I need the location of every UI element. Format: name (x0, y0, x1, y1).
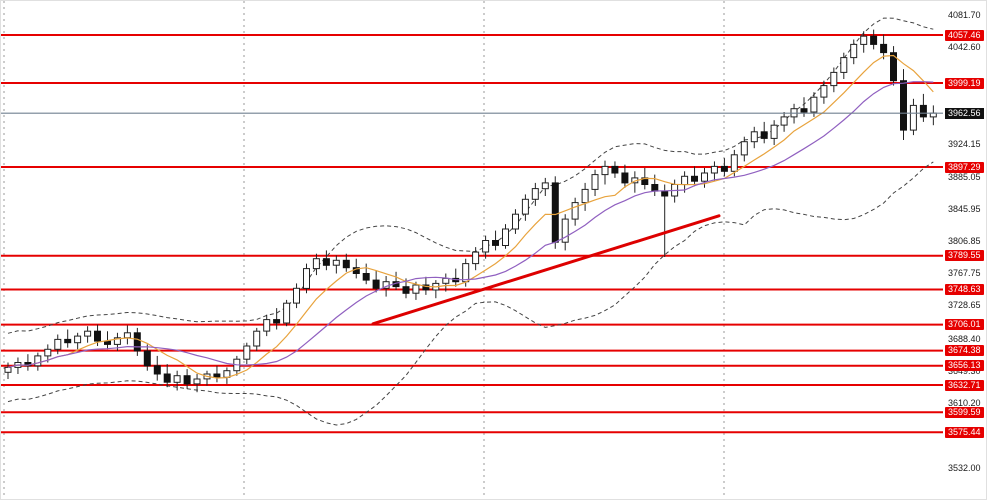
candle-body (850, 43, 858, 59)
candle-body (710, 165, 718, 174)
candle-body (54, 338, 62, 350)
candle-body (551, 182, 559, 243)
candle-body (512, 213, 519, 230)
candle-body (890, 52, 897, 82)
candle-body (173, 375, 181, 383)
candle-body (133, 332, 141, 352)
candle-body (472, 251, 480, 265)
candle-body (193, 378, 201, 385)
candle-body (342, 259, 350, 269)
candle-body (691, 175, 698, 182)
candle-body (283, 302, 291, 324)
candle-body (900, 80, 907, 131)
candle-body (521, 198, 529, 215)
candle-body (820, 85, 828, 98)
candle-body (740, 141, 748, 156)
ma-slow-line (7, 81, 934, 368)
candle-body (909, 104, 917, 131)
candle-body (830, 71, 838, 87)
bollinger-lower-band (7, 161, 934, 426)
candle-body (760, 131, 768, 139)
candle-body (322, 258, 330, 266)
trend-line[interactable] (371, 214, 721, 326)
candle-body (64, 338, 72, 344)
candle-body (860, 35, 868, 45)
candle-body (104, 340, 111, 345)
candle-body (74, 335, 82, 344)
candle-body (153, 365, 161, 375)
candle-body (362, 273, 370, 281)
candle-body (44, 348, 52, 357)
candle-body (780, 116, 788, 126)
candle-body (293, 287, 300, 304)
candle-body (611, 165, 619, 174)
candle-body (541, 182, 549, 190)
candle-body (601, 165, 609, 176)
candle-body (770, 124, 778, 139)
candle-body (561, 218, 569, 243)
candle-body (253, 330, 261, 347)
candle-body (113, 337, 121, 345)
candle-body (720, 165, 728, 172)
candle-body (502, 228, 509, 246)
candle-body (402, 286, 410, 294)
candle-body (571, 202, 579, 220)
candle-body (661, 190, 669, 197)
candle-body (701, 172, 708, 182)
candle-body (163, 373, 171, 383)
candle-body (492, 240, 499, 246)
candle-body (263, 319, 271, 332)
candle-body (730, 154, 738, 172)
candle-body (243, 345, 251, 360)
candle-body (919, 104, 927, 118)
candle-body (810, 96, 818, 113)
candle-body (621, 172, 629, 184)
candle-body (143, 350, 151, 367)
candle-body (442, 277, 450, 284)
candle-body (372, 279, 380, 289)
candle-body (422, 284, 430, 291)
candle-body (273, 319, 281, 324)
candle-body (591, 174, 599, 190)
bollinger-upper-band (7, 17, 934, 334)
candle-body (123, 332, 131, 339)
candle-body (870, 35, 878, 45)
candle-body (651, 184, 659, 192)
candle-body (332, 259, 340, 266)
candle-body (94, 330, 101, 342)
candle-body (681, 175, 689, 186)
candle-body (880, 43, 888, 54)
candle-body (840, 57, 848, 73)
candle-body (34, 355, 42, 367)
candle-body (482, 240, 490, 253)
candle-body (213, 373, 221, 378)
candle-body (800, 108, 808, 113)
candle-body (183, 375, 191, 385)
candle-body (312, 258, 320, 270)
candle-body (84, 330, 92, 337)
candle-body (4, 366, 12, 373)
candle-body (531, 188, 539, 200)
candle-body (412, 284, 420, 294)
candle-body (750, 131, 758, 143)
candle-body (581, 188, 589, 204)
candle-body (303, 268, 310, 289)
